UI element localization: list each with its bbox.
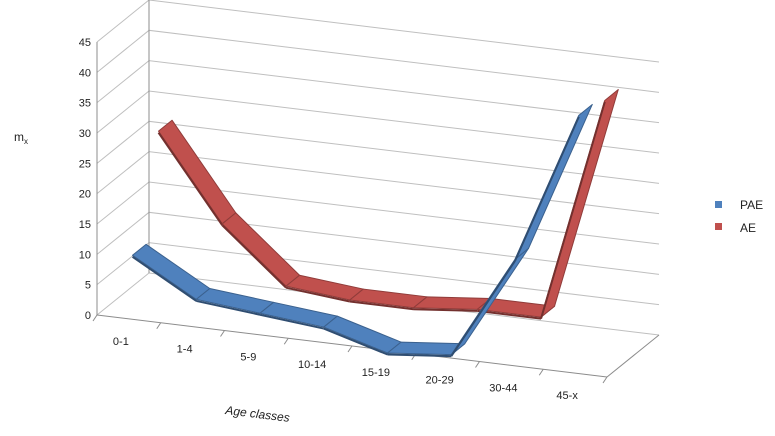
y-tick-label: 45 [79, 37, 91, 49]
x-tick-mark [156, 322, 162, 330]
y-tick-label: 20 [79, 189, 91, 201]
series-pae [131, 103, 593, 358]
series-segment-edge [450, 260, 516, 357]
x-tick-label: 30-44 [489, 382, 517, 394]
y-tick-label: 40 [79, 67, 91, 79]
series-segment-edge [285, 286, 350, 303]
y-tick-label: 25 [79, 158, 91, 170]
x-tick-label: 20-29 [426, 375, 454, 387]
legend-label-pae: PAE [740, 198, 763, 212]
series-segment-edge [413, 308, 478, 312]
x-tick-mark [475, 361, 480, 368]
x-tick-mark [283, 337, 289, 345]
gridline [96, 29, 660, 93]
series-segment-edge [196, 299, 261, 316]
y-tick-labels: 0 5 10 15 20 25 30 35 40 45 [79, 37, 91, 322]
y-tick-label: 15 [79, 219, 91, 231]
series-segment [349, 288, 428, 309]
y-tick-label: 35 [79, 98, 91, 110]
series-segment [221, 212, 301, 287]
x-tick-mark [347, 345, 353, 353]
legend-item-pae: PAE [715, 198, 763, 212]
series-segment-edge [349, 300, 414, 311]
gridline [96, 0, 660, 63]
series-segment-edge [157, 132, 224, 226]
x-tick-label: 10-14 [298, 359, 326, 371]
series-segment-edge [131, 255, 197, 302]
x-tick-label: 0-1 [113, 336, 129, 348]
x-axis-title: Age classes [224, 403, 291, 425]
legend: PAE AE [715, 198, 763, 235]
y-axis-title: mx [14, 130, 28, 146]
x-tick-label: 5-9 [240, 351, 256, 363]
series-segment-edge [323, 327, 388, 356]
y-axis-title-main: m [14, 130, 24, 144]
y-tick-label: 5 [85, 280, 91, 292]
x-tick-mark [220, 330, 225, 337]
y-tick-label: 30 [79, 128, 91, 140]
depth-axis-line [606, 334, 660, 378]
series-ae [157, 89, 619, 320]
x-tick-label: 15-19 [362, 367, 390, 379]
series-segment-edge [477, 309, 542, 320]
series-segment-edge [514, 116, 580, 262]
axes [92, 0, 660, 384]
y-tick-label: 10 [79, 249, 91, 261]
series-segment-edge [387, 353, 452, 358]
x-tick-mark [92, 314, 98, 322]
series-segment-edge [221, 224, 287, 289]
series-segment [158, 119, 237, 225]
legend-item-ae: AE [715, 221, 756, 235]
x-tick-label: 45-x [556, 390, 578, 402]
series-segment-edge [259, 313, 324, 330]
legend-swatch-ae [715, 223, 722, 230]
x-tick-mark [538, 368, 544, 376]
x-tick-mark [602, 376, 608, 384]
series-segment [132, 243, 211, 300]
gridline [96, 60, 660, 124]
y-tick-label: 0 [85, 310, 91, 322]
series-layer [131, 89, 619, 358]
x-tick-labels: 0-1 1-4 5-9 10-14 15-19 20-29 30-44 45-x [113, 336, 578, 402]
legend-label-ae: AE [740, 221, 756, 235]
series-segment-edge [540, 101, 606, 319]
x-tick-label: 1-4 [177, 344, 193, 356]
legend-swatch-pae [715, 201, 722, 208]
y-axis-title-sub: x [24, 137, 28, 146]
